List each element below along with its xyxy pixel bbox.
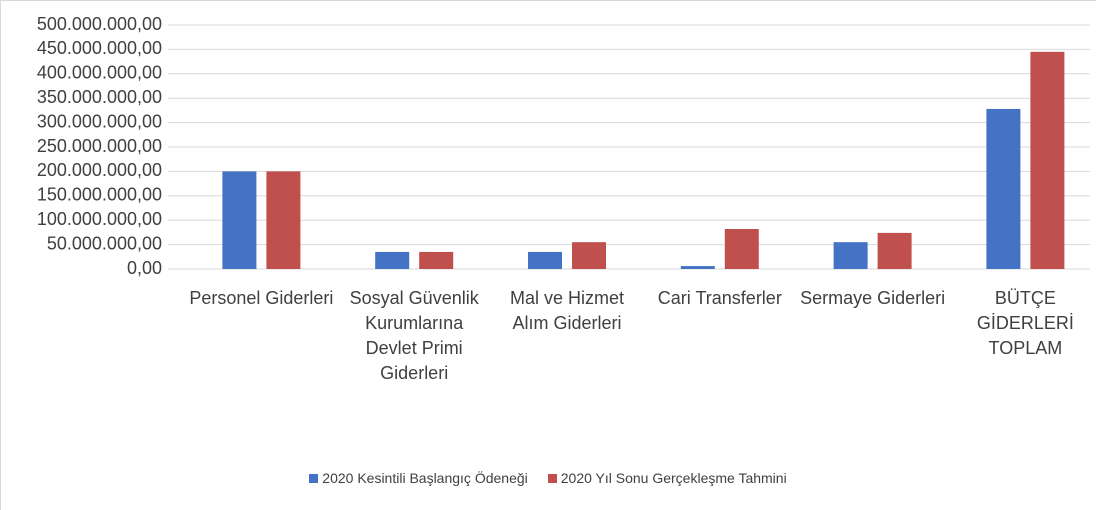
legend: 2020 Kesintili Başlangıç Ödeneği 2020 Yıl…	[0, 470, 1096, 486]
bar	[419, 251, 454, 269]
y-tick-label: 200.000.000,00	[37, 160, 162, 180]
x-tick-label: Mal ve Hizmet Alım Giderleri	[509, 288, 625, 333]
bar	[877, 232, 912, 269]
x-tick-label: Personel Giderleri	[189, 288, 334, 308]
legend-swatch	[547, 474, 557, 483]
bar	[572, 242, 606, 269]
bar	[986, 108, 1021, 269]
bar	[1030, 51, 1065, 270]
y-tick-label: 50.000.000,00	[47, 233, 162, 253]
y-tick-label: 100.000.000,00	[37, 209, 162, 229]
y-tick-label: 400.000.000,00	[37, 63, 162, 83]
x-tick-label: Sosyal Güvenlik Kurumlarına Devlet Primi…	[349, 288, 479, 383]
y-tick-label: 250.000.000,00	[37, 136, 162, 156]
bar	[680, 266, 715, 269]
bar	[528, 251, 562, 269]
bar	[724, 228, 759, 269]
bar	[833, 242, 868, 269]
x-tick-label: Cari Transferler	[657, 288, 782, 308]
x-tick-label: Sermaye Giderleri	[800, 288, 946, 308]
legend-item: 2020 Yıl Sonu Gerçekleşme Tahmini	[547, 470, 787, 486]
legend-swatch	[309, 474, 319, 483]
y-tick-label: 0,00	[127, 258, 162, 278]
y-tick-label: 150.000.000,00	[37, 185, 162, 205]
legend-label: 2020 Yıl Sonu Gerçekleşme Tahmini	[560, 470, 787, 486]
bar	[375, 251, 410, 269]
legend-label: 2020 Kesintili Başlangıç Ödeneği	[322, 470, 528, 486]
y-tick-label: 300.000.000,00	[37, 111, 162, 131]
x-tick-label: BÜTÇE GİDERLERİ TOPLAM	[976, 288, 1074, 358]
y-tick-label: 350.000.000,00	[37, 87, 162, 107]
y-tick-label: 450.000.000,00	[37, 38, 162, 58]
y-tick-label: 500.000.000,00	[37, 14, 162, 34]
bar	[266, 171, 301, 269]
bar	[222, 171, 257, 269]
legend-item: 2020 Kesintili Başlangıç Ödeneği	[309, 470, 528, 486]
